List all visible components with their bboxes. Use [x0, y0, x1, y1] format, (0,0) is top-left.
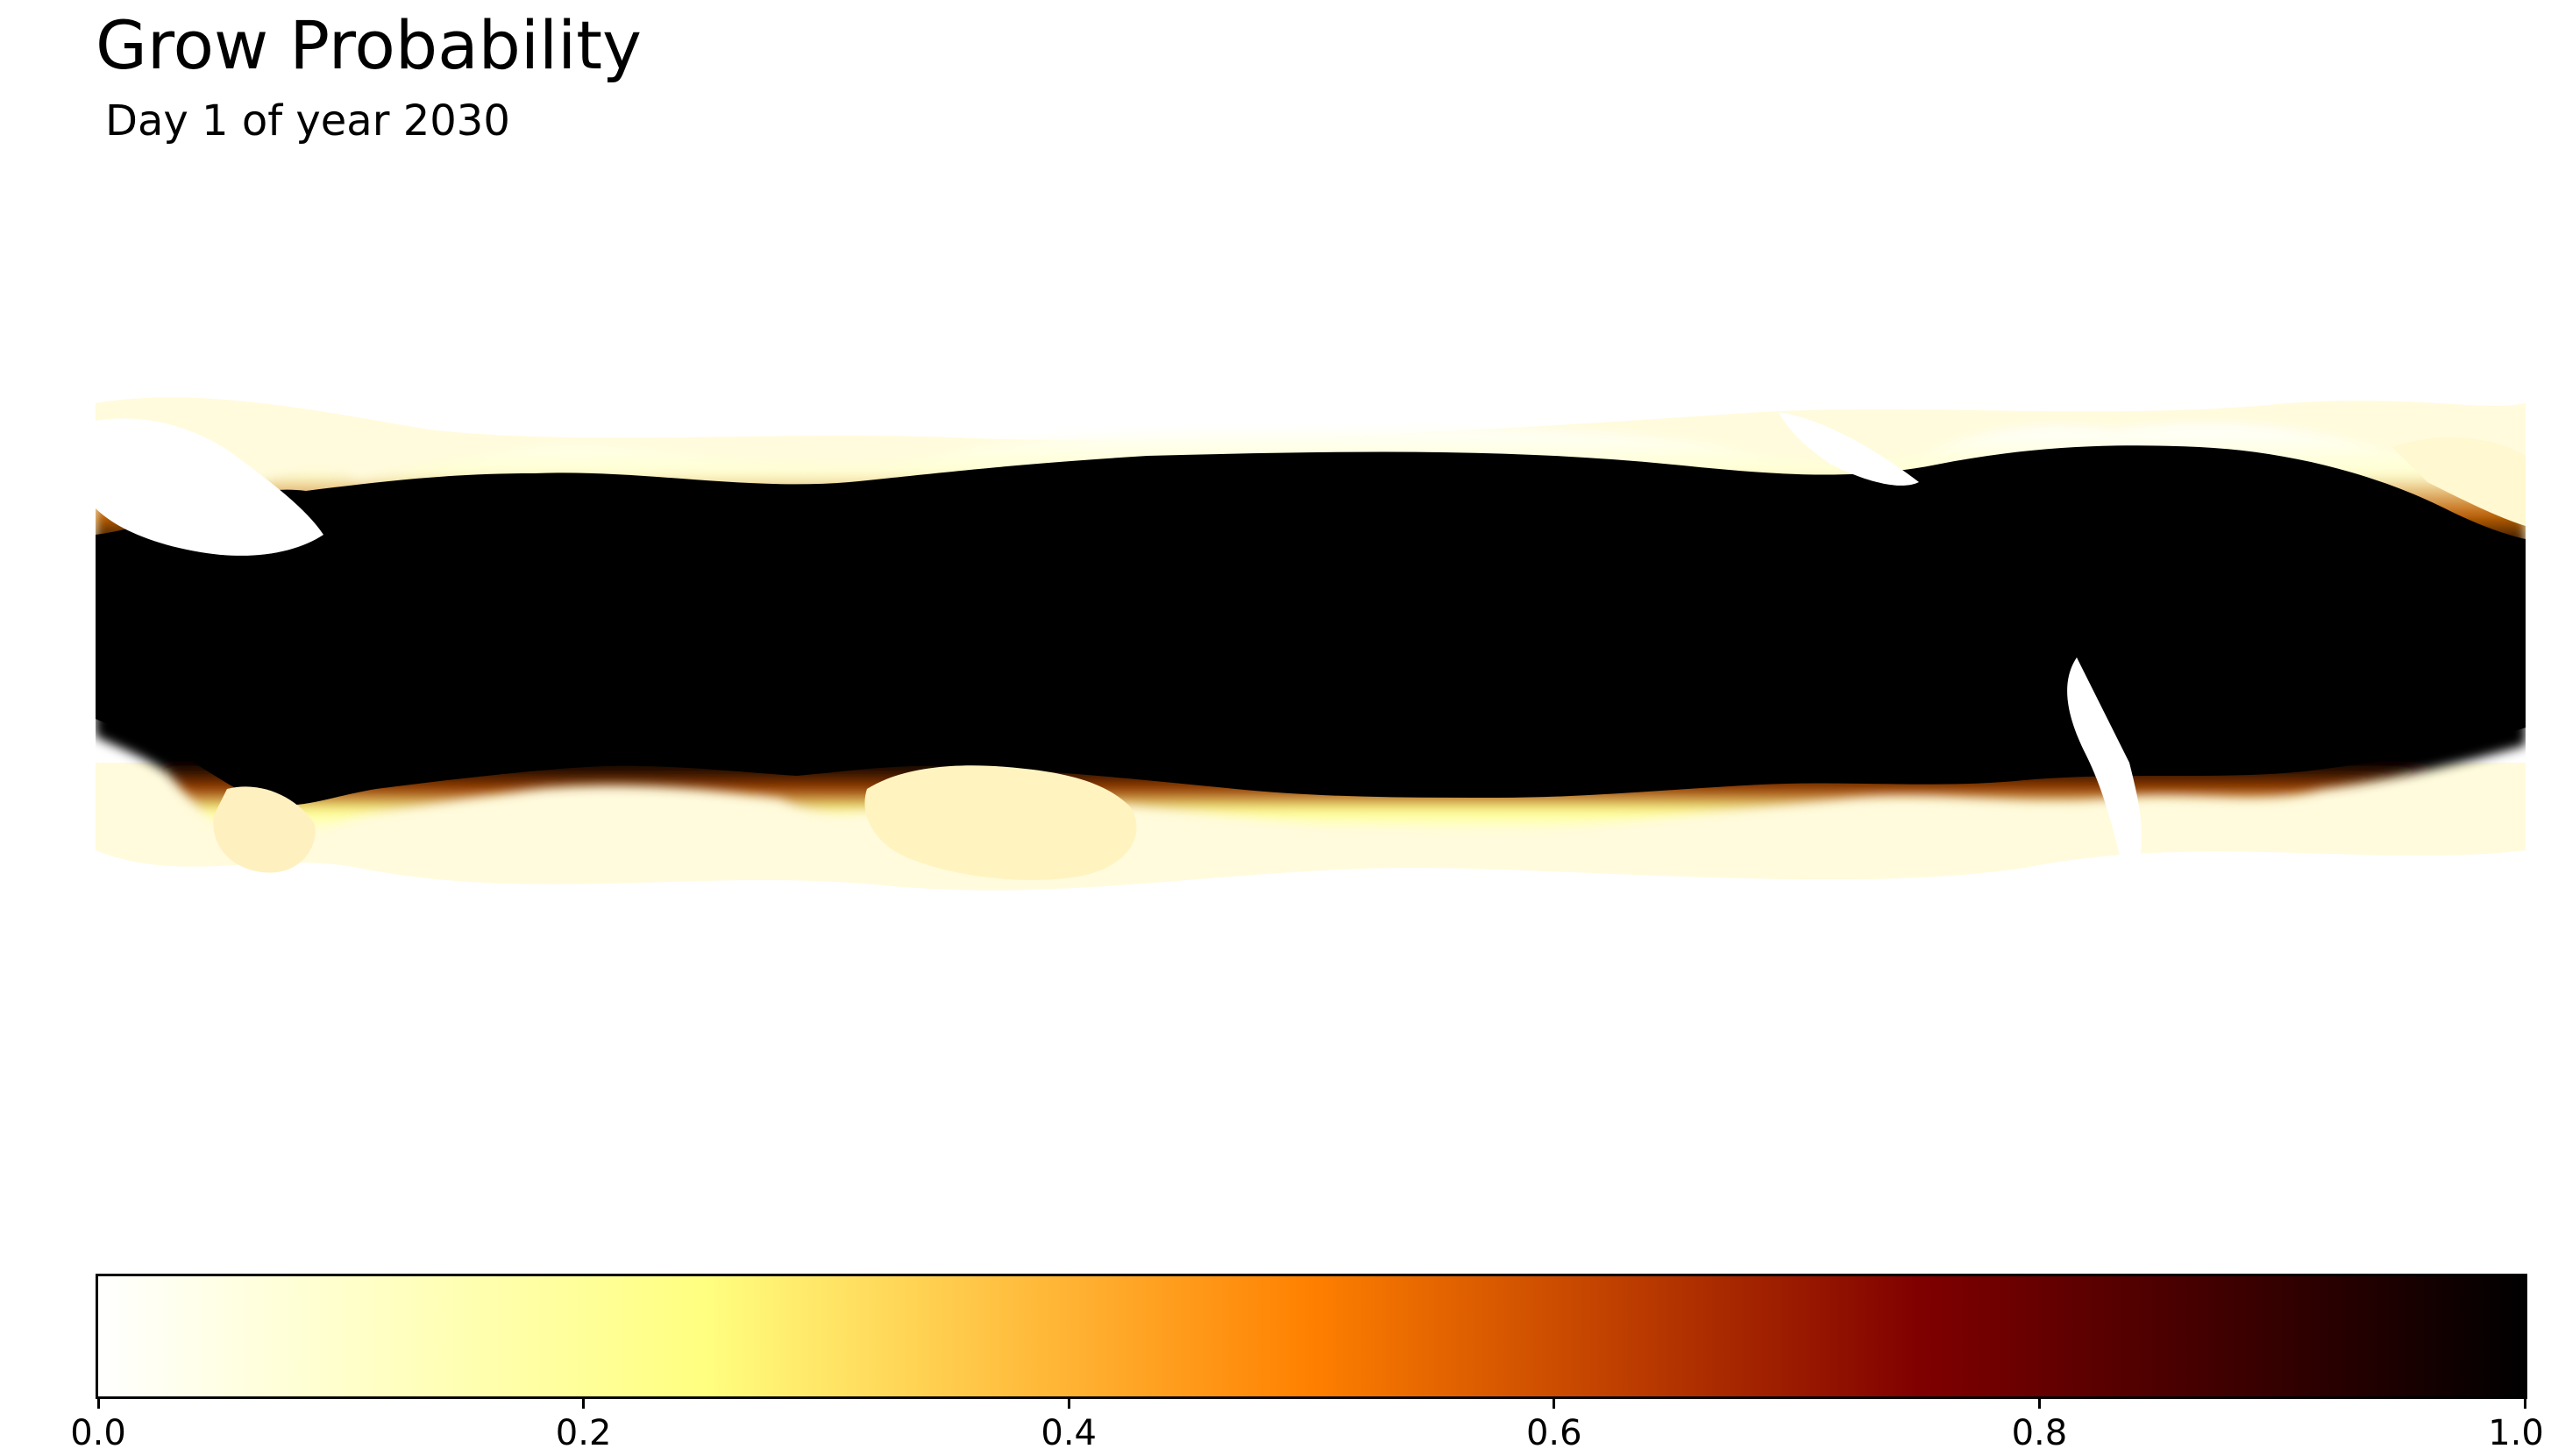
colorbar-tick-label: 0.2: [555, 1413, 612, 1453]
map-band-core: [96, 445, 2526, 806]
colorbar-gradient: [98, 1276, 2525, 1396]
colorbar-tick: [1067, 1396, 1070, 1409]
colorbar-tick: [1553, 1396, 1556, 1409]
colorbar: [96, 1274, 2527, 1399]
map-light-patch-south-america: [2067, 657, 2142, 868]
colorbar-tick: [96, 1396, 100, 1409]
map-light-patch-north-america: [1779, 412, 1919, 486]
map-light-patch-australia: [864, 765, 1137, 880]
colorbar-tick: [582, 1396, 586, 1409]
map-light-patch-south-africa: [213, 786, 316, 873]
colorbar-tick-label: 1.0: [2488, 1413, 2544, 1453]
chart-subtitle: Day 1 of year 2030: [105, 96, 510, 146]
colorbar-tick-label: 0.0: [70, 1413, 126, 1453]
chart-title: Grow Probability: [96, 6, 643, 84]
grow-probability-map: [96, 397, 2526, 891]
colorbar-tick: [2523, 1396, 2526, 1409]
colorbar-tick-label: 0.4: [1041, 1413, 1097, 1453]
map-light-patch-northeast: [2392, 437, 2526, 526]
colorbar-tick-label: 0.8: [2011, 1413, 2068, 1453]
colorbar-tick: [2037, 1396, 2041, 1409]
map-light-patch-northwest: [96, 418, 323, 556]
colorbar-tick-label: 0.6: [1525, 1413, 1582, 1453]
